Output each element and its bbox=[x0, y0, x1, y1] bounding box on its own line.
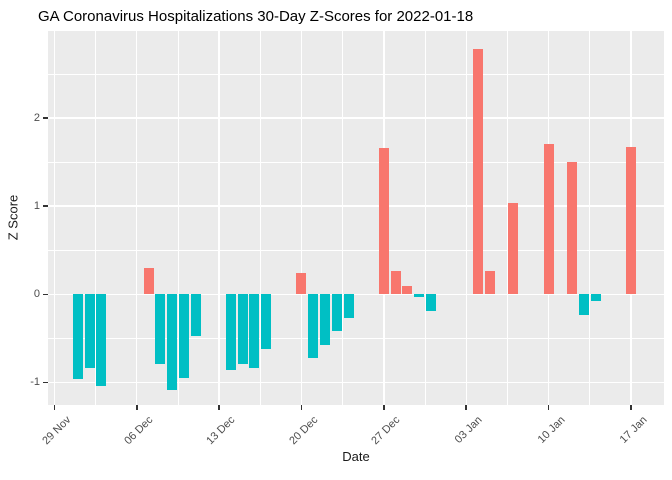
bar-2021-12-17 bbox=[261, 294, 272, 349]
major-gridline-v bbox=[53, 31, 56, 405]
bar-2021-12-29 bbox=[402, 286, 413, 295]
minor-gridline-h bbox=[48, 161, 664, 163]
y-axis-title: Z Score bbox=[5, 194, 21, 241]
bar-2021-12-20 bbox=[296, 273, 307, 295]
x-tick-label: 03 Jan bbox=[452, 414, 485, 446]
x-tick-mark bbox=[300, 405, 303, 410]
major-gridline-v bbox=[465, 31, 467, 405]
bar-2022-01-12 bbox=[567, 162, 578, 295]
bar-2022-01-07 bbox=[508, 202, 519, 295]
major-gridline-h bbox=[48, 381, 664, 384]
x-tick-mark bbox=[218, 405, 220, 410]
major-gridline-h bbox=[48, 117, 664, 119]
bar-2021-12-22 bbox=[320, 294, 331, 345]
bar-2022-01-17 bbox=[625, 147, 636, 295]
bar-2021-12-02 bbox=[84, 294, 95, 369]
minor-gridline-v bbox=[95, 31, 96, 405]
y-tick-mark bbox=[43, 381, 48, 384]
major-gridline-h bbox=[48, 205, 664, 207]
x-tick-mark bbox=[383, 405, 385, 410]
bar-2021-12-14 bbox=[225, 294, 236, 371]
y-tick-label: 1 bbox=[33, 200, 40, 213]
major-gridline-h bbox=[48, 293, 664, 295]
x-tick-label: 06 Dec bbox=[122, 414, 156, 448]
y-tick-label: 2 bbox=[33, 111, 40, 124]
y-tick-label: 0 bbox=[33, 288, 40, 301]
y-tick-mark bbox=[43, 293, 48, 296]
bar-2022-01-14 bbox=[590, 294, 601, 302]
bar-2021-12-11 bbox=[190, 294, 201, 336]
y-tick-mark bbox=[43, 205, 48, 207]
bar-2021-12-09 bbox=[167, 294, 178, 390]
major-gridline-v bbox=[300, 31, 303, 405]
x-tick-mark bbox=[136, 405, 138, 410]
minor-gridline-v bbox=[177, 31, 179, 405]
minor-gridline-h bbox=[48, 249, 664, 251]
minor-gridline-h bbox=[48, 73, 664, 75]
bar-2021-12-23 bbox=[331, 294, 342, 332]
y-tick-label: -1 bbox=[30, 376, 40, 389]
y-tick-mark bbox=[43, 117, 48, 119]
x-tick-mark bbox=[465, 405, 467, 410]
plot-panel bbox=[48, 31, 664, 405]
bar-2022-01-05 bbox=[484, 271, 495, 295]
bar-2021-12-15 bbox=[237, 294, 248, 364]
bar-2022-01-04 bbox=[472, 49, 483, 295]
x-tick-mark bbox=[630, 405, 632, 410]
bar-2021-12-07 bbox=[143, 267, 154, 295]
x-tick-label: 29 Nov bbox=[39, 414, 73, 448]
bar-2021-12-10 bbox=[178, 294, 189, 379]
minor-gridline-v bbox=[342, 31, 343, 405]
minor-gridline-v bbox=[589, 31, 591, 405]
chart-title: GA Coronavirus Hospitalizations 30-Day Z… bbox=[38, 8, 474, 25]
bar-2021-12-30 bbox=[414, 294, 425, 297]
x-tick-label: 17 Jan bbox=[617, 414, 650, 446]
minor-gridline-v bbox=[507, 31, 508, 405]
x-tick-label: 13 Dec bbox=[204, 414, 238, 448]
major-gridline-v bbox=[136, 31, 138, 405]
x-tick-mark bbox=[547, 405, 550, 410]
bar-2021-12-03 bbox=[96, 294, 107, 386]
minor-gridline-v bbox=[424, 31, 426, 405]
bar-2021-12-28 bbox=[390, 271, 401, 295]
x-axis-title: Date bbox=[342, 449, 370, 464]
major-gridline-v bbox=[218, 31, 220, 405]
bar-2022-01-10 bbox=[543, 143, 554, 295]
x-tick-mark bbox=[53, 405, 56, 410]
x-tick-label: 27 Dec bbox=[369, 414, 403, 448]
bar-2021-12-31 bbox=[425, 294, 436, 312]
bar-2021-12-24 bbox=[343, 294, 354, 319]
bar-2021-12-27 bbox=[378, 147, 389, 295]
bar-2021-12-01 bbox=[72, 294, 83, 379]
x-tick-label: 10 Jan bbox=[535, 414, 568, 446]
minor-gridline-h bbox=[48, 338, 664, 339]
x-tick-label: 20 Dec bbox=[286, 414, 320, 448]
bar-2022-01-13 bbox=[578, 294, 589, 315]
bar-2021-12-16 bbox=[249, 294, 260, 369]
bar-2021-12-08 bbox=[155, 294, 166, 364]
minor-gridline-v bbox=[259, 31, 261, 405]
bar-2021-12-21 bbox=[308, 294, 319, 358]
